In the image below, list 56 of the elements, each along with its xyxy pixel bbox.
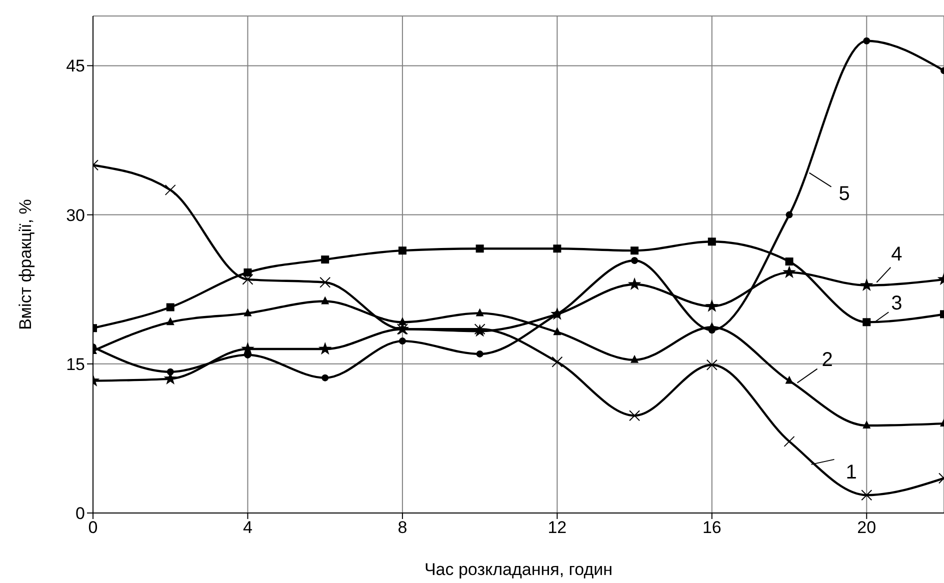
point xyxy=(244,351,252,358)
legend-label: 3 xyxy=(891,292,902,314)
point xyxy=(244,268,252,276)
point xyxy=(320,276,331,288)
x-tick-label: 4 xyxy=(242,518,252,538)
point xyxy=(630,246,639,255)
point xyxy=(476,244,484,253)
x-tick-label: 0 xyxy=(88,518,98,538)
point xyxy=(708,238,716,246)
point xyxy=(166,368,174,376)
series-label: 2 xyxy=(822,349,833,372)
legend-label: 1 xyxy=(846,462,857,484)
point xyxy=(863,37,870,44)
point xyxy=(321,296,330,304)
point xyxy=(706,359,718,370)
point xyxy=(786,211,793,218)
point xyxy=(785,258,794,266)
point xyxy=(862,318,871,326)
x-tick-label: 16 xyxy=(702,518,722,538)
point xyxy=(628,277,642,290)
point xyxy=(398,317,406,326)
point xyxy=(785,376,794,384)
point xyxy=(164,184,176,196)
y-tick-label: 15 xyxy=(66,354,85,374)
point xyxy=(862,420,871,429)
point xyxy=(553,327,562,336)
point xyxy=(166,317,174,326)
point xyxy=(553,244,562,253)
y-axis-title: Вміст фракції, % xyxy=(16,199,36,330)
x-tick-label: 12 xyxy=(548,518,567,538)
y-tick-label: 45 xyxy=(66,56,85,76)
point xyxy=(398,338,406,345)
point xyxy=(705,299,719,312)
point xyxy=(629,410,640,422)
y-tick-label: 0 xyxy=(76,504,85,524)
x-tick-label: 20 xyxy=(857,518,876,538)
point xyxy=(166,303,174,312)
point xyxy=(318,342,332,355)
point xyxy=(321,256,330,264)
point xyxy=(242,274,254,285)
point xyxy=(860,278,874,292)
series-label: 5 xyxy=(838,183,850,206)
y-tick-label: 30 xyxy=(66,206,85,225)
point xyxy=(244,308,252,316)
point xyxy=(630,354,639,363)
point xyxy=(476,350,484,358)
point xyxy=(552,356,563,368)
point xyxy=(631,257,638,264)
point xyxy=(398,246,406,255)
x-tick-label: 8 xyxy=(398,518,408,538)
point xyxy=(322,374,329,382)
point xyxy=(861,490,872,501)
point xyxy=(782,265,796,278)
point xyxy=(476,308,484,316)
x-axis-title: Час розкладання, годин xyxy=(424,560,613,579)
series-label: 4 xyxy=(891,244,902,266)
